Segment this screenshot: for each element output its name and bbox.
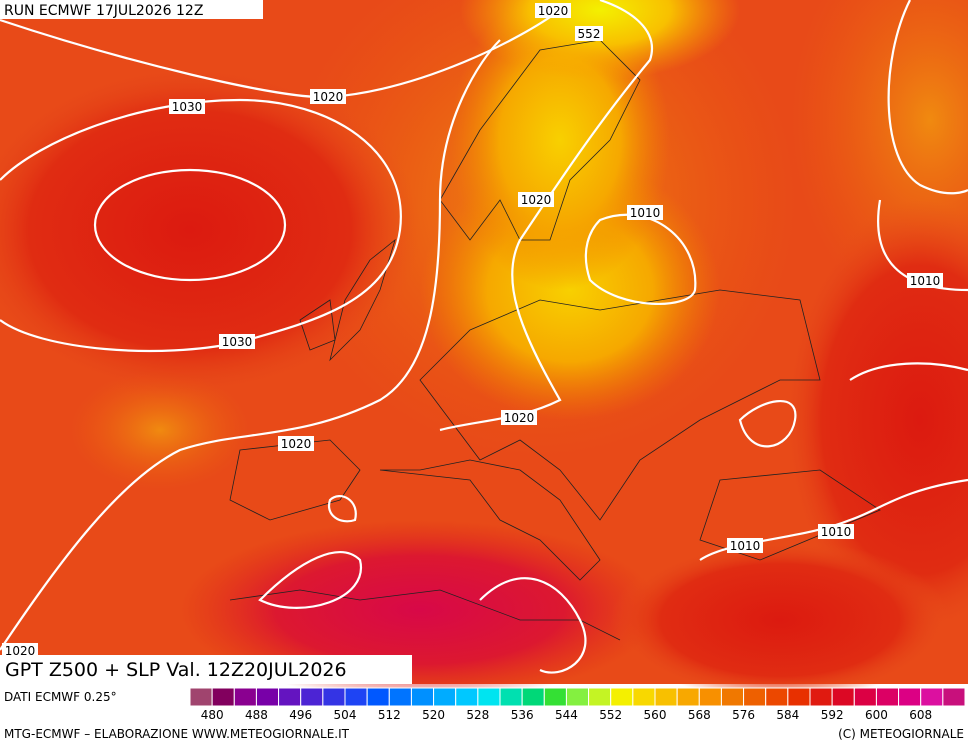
scale-swatch (477, 687, 501, 707)
scale-label: 520 (422, 708, 445, 722)
isobar-label-bg (627, 205, 663, 220)
credit: MTG-ECMWF – ELABORAZIONE WWW.METEOGIORNA… (4, 727, 350, 741)
color-scale: 480 488 496 504 512 520 528 536 544 552 560 568 576 5… (189, 687, 966, 722)
isobar-label-bg (278, 436, 314, 451)
copyright: (C) METEOGIORNALE (838, 727, 964, 741)
scale-label: 552 (599, 708, 622, 722)
isobar (877, 0, 968, 292)
isobar-label-bg (518, 192, 554, 207)
isobar (479, 577, 587, 674)
scale-label: 592 (821, 708, 844, 722)
scale-swatch (765, 687, 789, 707)
isobar-label: 1010 (821, 525, 852, 539)
scale-label: 536 (511, 708, 534, 722)
scale-swatch (233, 687, 257, 707)
scale-label: 480 (201, 708, 224, 722)
scale-swatch (455, 687, 479, 707)
isobar-label: 1020 (521, 193, 552, 207)
scale-swatch (189, 687, 213, 707)
isobar-label: 1020 (538, 4, 569, 18)
scale-swatch (388, 687, 412, 707)
scale-swatch (920, 687, 944, 707)
scale-swatch (499, 687, 523, 707)
scale-label: 568 (688, 708, 711, 722)
isobar-label: 1010 (630, 206, 661, 220)
isobar-label-bg (310, 89, 346, 104)
scale-label: 576 (732, 708, 755, 722)
scale-label: 528 (466, 708, 489, 722)
isobar-label: 1020 (5, 644, 36, 658)
scale-swatch (344, 687, 368, 707)
isobar-label-bg (219, 334, 255, 349)
scale-swatch (942, 687, 966, 707)
scale-swatch (787, 687, 811, 707)
run-label: RUN ECMWF 17JUL2026 12Z (4, 3, 203, 19)
scale-swatch (211, 687, 235, 707)
scale-label: 608 (909, 708, 932, 722)
isobar (0, 98, 402, 353)
isobar-label-bg (727, 538, 763, 553)
isobar-label: 552 (578, 27, 601, 41)
scale-swatch (875, 687, 900, 707)
scale-label: 512 (378, 708, 401, 722)
isobar-label: 1030 (172, 100, 203, 114)
scale-label: 584 (776, 708, 799, 722)
scale-swatch (720, 687, 745, 707)
scale-swatch (322, 687, 346, 707)
isobar-label: 1020 (504, 411, 535, 425)
title-box (0, 655, 412, 684)
scale-label: 600 (865, 708, 888, 722)
isobar-label-bg (169, 99, 205, 114)
scale-label: 488 (245, 708, 268, 722)
isobar-label: 1030 (222, 335, 253, 349)
scale-swatch (610, 687, 634, 707)
scale-swatch (809, 687, 833, 707)
isobar-labels: 1020 552 1020 1030 1020 1010 1010 1030 1020 1020 1… (2, 3, 943, 658)
isobars (0, 0, 968, 674)
isobar-label-bg (535, 3, 571, 18)
isobar (584, 213, 697, 305)
isobar-label: 1020 (281, 437, 312, 451)
scale-swatch (410, 687, 435, 707)
isobar-label-bg (575, 26, 603, 41)
isobar-label-bg (501, 410, 537, 425)
scale-swatch (521, 687, 545, 707)
isobar (0, 39, 501, 651)
scale-swatch (654, 687, 678, 707)
isobar-label-bg (2, 643, 38, 658)
scale-swatch (898, 687, 922, 707)
scale-swatch (366, 687, 390, 707)
scale-swatch (565, 687, 590, 707)
scale-swatch (676, 687, 700, 707)
isobar-label: 1020 (313, 90, 344, 104)
source: DATI ECMWF 0.25° (4, 690, 117, 704)
isobar-label-bg (907, 273, 943, 288)
isobar (93, 168, 287, 282)
scale-swatch (278, 687, 302, 707)
map-title: GPT Z500 + SLP Val. 12Z20JUL2026 (5, 659, 347, 681)
isobar-label: 1010 (910, 274, 941, 288)
run-box (0, 0, 263, 19)
scale-label: 496 (289, 708, 312, 722)
scale-swatch (588, 687, 612, 707)
isobar (258, 495, 363, 609)
scale-swatch (698, 687, 722, 707)
scale-label: 544 (555, 708, 578, 722)
scale-swatch (433, 687, 457, 707)
scale-swatch (632, 687, 656, 707)
scale-swatch (831, 687, 855, 707)
isobar-label: 1010 (730, 539, 761, 553)
isobar (738, 362, 968, 448)
scale-swatch (743, 687, 767, 707)
scale-swatch (853, 687, 877, 707)
scale-label: 560 (644, 708, 667, 722)
scale-swatch (255, 687, 280, 707)
scale-label: 504 (334, 708, 357, 722)
scale-swatch (543, 687, 567, 707)
scale-swatch (300, 687, 324, 707)
isobar-label-bg (818, 524, 854, 539)
